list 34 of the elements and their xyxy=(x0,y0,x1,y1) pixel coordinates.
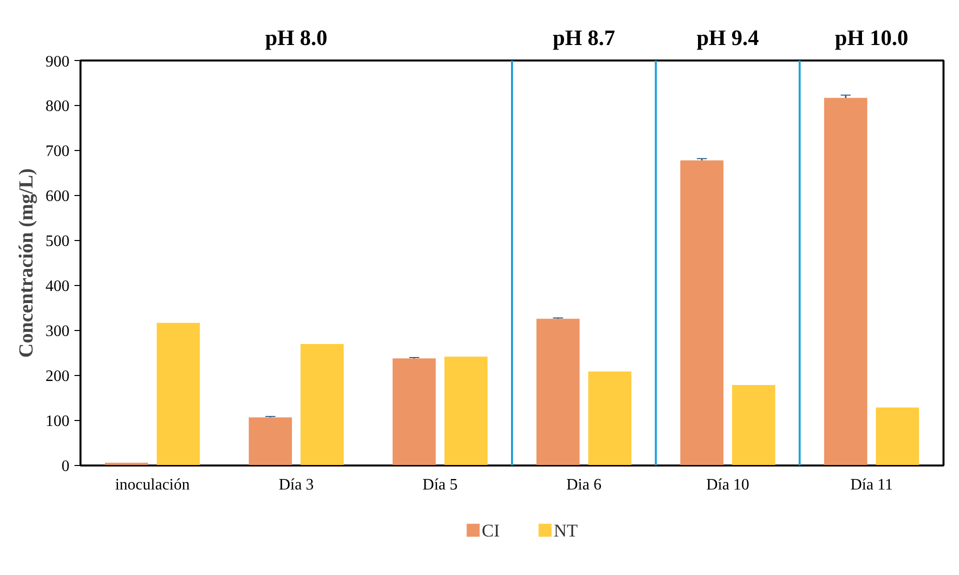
bar xyxy=(732,384,776,466)
y-tick-label: 300 xyxy=(46,323,70,340)
x-tick-label: Día 11 xyxy=(850,476,893,494)
x-tick-label: inoculación xyxy=(115,476,190,494)
bar xyxy=(444,356,488,466)
legend-label: NT xyxy=(554,520,578,540)
y-tick-label: 600 xyxy=(46,188,70,205)
bar xyxy=(536,318,580,466)
y-tick-label: 900 xyxy=(46,54,70,70)
text: pH 8.0 xyxy=(265,25,328,50)
x-tick-label: Día 10 xyxy=(706,476,750,494)
bar xyxy=(588,371,632,466)
x-tick-label: Día 5 xyxy=(422,476,458,494)
y-tick-label: 0 xyxy=(62,458,70,475)
text: pH 8.7 xyxy=(552,25,616,50)
bar xyxy=(300,344,344,466)
bar xyxy=(824,98,868,466)
text: pH 9.4 xyxy=(696,25,759,50)
y-tick-label: 700 xyxy=(46,143,70,160)
bar xyxy=(392,358,436,466)
bar xyxy=(156,322,200,466)
x-tick-label: Dia 6 xyxy=(566,476,602,494)
y-tick-label: 500 xyxy=(46,233,70,250)
y-tick-label: 100 xyxy=(46,413,70,430)
legend-label: CI xyxy=(482,520,500,540)
bar xyxy=(680,160,724,466)
y-tick-label: 400 xyxy=(46,278,70,295)
y-axis-title: Concentración (mg/L) xyxy=(16,168,38,358)
bar xyxy=(876,407,920,466)
text: pH 10.0 xyxy=(834,25,908,50)
y-tick-label: 800 xyxy=(46,98,70,115)
y-tick-label: 200 xyxy=(46,368,70,385)
bar xyxy=(248,417,292,466)
x-tick-label: Día 3 xyxy=(278,476,314,494)
